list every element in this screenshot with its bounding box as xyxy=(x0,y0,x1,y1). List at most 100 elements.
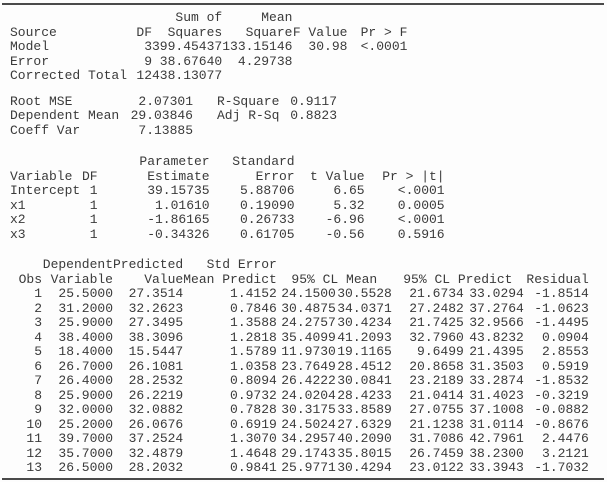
obs-cl-mean-low-cell: 30.3175 xyxy=(281,402,336,417)
anova-f-value-cell: 30.98 xyxy=(308,39,348,54)
anova-df-cell: 12 xyxy=(136,68,152,83)
obs-std-error-cell: 0.6919 xyxy=(230,416,277,432)
parameter-row: x2 1 -1.86165 0.26733 -6.96 <.0001 xyxy=(10,212,445,228)
obs-cl-predict-high-cell: 37.1008 xyxy=(469,402,524,417)
anova-mean-square-cell xyxy=(222,69,292,84)
obs-cl-predict-high-cell: 42.7961 xyxy=(469,431,524,446)
obs-cl-predict-high-cell: 31.0114 xyxy=(469,416,524,432)
fit-stat-value-2: 0.8823 xyxy=(290,108,337,123)
obs-predicted-cell: 26.2219 xyxy=(128,387,184,403)
obs-header-dependent: Dependent xyxy=(42,257,113,272)
observation-row: 4 38.4000 38.3096 1.2818 35.4099 41.2093… xyxy=(10,329,589,346)
obs-header-row-1: Dependent Predicted Std Error xyxy=(10,257,589,273)
obs-cl-predict-low-cell: 21.1238 xyxy=(409,416,464,432)
fit-statistics-table: Root MSE 2.07301 R-Square 0.9117 Depende… xyxy=(10,93,337,139)
observation-row: 13 26.5000 28.2032 0.9841 25.9771 30.429… xyxy=(10,460,589,476)
param-variable-cell: x1 xyxy=(10,197,26,213)
observation-row: 3 25.9000 27.3495 1.3588 24.2757 30.4234… xyxy=(10,315,589,331)
obs-header-row-2: Obs Variable Value Mean Predict 95% CL M… xyxy=(10,271,589,288)
obs-dependent-cell: 25.2000 xyxy=(58,416,113,432)
param-variable-cell: x2 xyxy=(10,212,26,227)
obs-cl-predict-low-cell: 20.8658 xyxy=(409,358,464,374)
obs-number-cell: 13 xyxy=(26,460,42,475)
obs-cl-mean-high-cell: 35.8015 xyxy=(337,445,392,461)
obs-predicted-cell: 32.2623 xyxy=(128,300,184,316)
obs-cl-predict-low-cell: 31.7086 xyxy=(409,431,464,446)
param-header-df: DF xyxy=(82,168,98,184)
observation-row: 5 18.4000 15.5447 1.5789 11.9730 19.1165… xyxy=(10,344,589,360)
obs-cl-mean-high-cell: 30.4294 xyxy=(337,460,392,475)
spacer xyxy=(347,11,407,26)
anova-f-value-cell xyxy=(292,69,347,84)
anova-pr-f-cell: <.0001 xyxy=(360,39,408,54)
param-pr-t-cell: 0.0005 xyxy=(397,197,445,213)
anova-header-square: Square xyxy=(245,24,293,40)
obs-cl-predict-high-cell: 32.9566 xyxy=(469,315,524,330)
param-header-pr-t: Pr > |t| xyxy=(382,168,445,184)
anova-header-sum-of: Sum of xyxy=(175,10,223,25)
obs-predicted-cell: 32.0882 xyxy=(128,402,184,417)
obs-header-std-error: Std Error xyxy=(206,257,277,272)
fit-stat-value: 2.07301 xyxy=(138,93,193,109)
obs-std-error-cell: 1.4152 xyxy=(230,286,277,301)
param-std-error-cell: 5.88706 xyxy=(240,183,295,198)
obs-number-cell: 7 xyxy=(34,373,42,388)
anova-header-squares: Squares xyxy=(167,24,223,40)
param-header-variable: Variable xyxy=(10,168,73,184)
fit-stat-row: Coeff Var 7.13885 xyxy=(10,123,337,139)
obs-cl-mean-low-cell: 24.0204 xyxy=(281,387,336,403)
obs-dependent-cell: 35.7000 xyxy=(58,445,113,461)
obs-cl-predict-high-cell: 43.8232 xyxy=(469,329,524,345)
obs-residual-cell: -0.3219 xyxy=(534,387,589,403)
obs-header-predicted: Predicted xyxy=(113,257,184,272)
obs-cl-mean-low-cell: 29.1743 xyxy=(281,445,336,461)
obs-cl-mean-high-cell: 40.2090 xyxy=(337,431,392,446)
fit-stat-row: Root MSE 2.07301 R-Square 0.9117 xyxy=(10,93,337,110)
obs-residual-cell: -1.7032 xyxy=(534,460,589,475)
obs-header-obs: Obs xyxy=(18,271,42,287)
spacer xyxy=(10,155,82,170)
parameter-estimates-table: Parameter Standard Variable DF Estimate … xyxy=(10,154,445,243)
obs-cl-mean-low-cell: 26.4222 xyxy=(281,373,336,388)
anova-df-cell: 9 xyxy=(144,53,152,69)
obs-residual-cell: -1.4495 xyxy=(534,315,589,330)
obs-predicted-cell: 28.2532 xyxy=(128,373,184,388)
anova-header-pr-f: Pr > F xyxy=(360,24,408,40)
anova-sum-squares-cell: 38.67640 xyxy=(159,53,223,69)
obs-cl-mean-low-cell: 25.9771 xyxy=(281,460,336,475)
anova-header-mean: Mean xyxy=(261,10,293,25)
obs-cl-predict-high-cell: 31.4023 xyxy=(469,387,524,403)
obs-residual-cell: 2.4476 xyxy=(542,431,589,446)
spacer xyxy=(132,11,152,26)
obs-number-cell: 9 xyxy=(34,402,42,417)
obs-number-cell: 4 xyxy=(34,329,42,345)
param-header-estimate: Estimate xyxy=(147,168,210,184)
fit-stat-label-2 xyxy=(217,124,283,139)
anova-mean-square-cell: 4.29738 xyxy=(237,53,293,69)
obs-predicted-cell: 27.3514 xyxy=(128,286,184,301)
output-statistics-table: Dependent Predicted Std Error Obs Variab… xyxy=(10,257,589,476)
spacer xyxy=(10,11,132,26)
anova-source-cell: Model xyxy=(10,39,50,54)
observation-row: 1 25.5000 27.3514 1.4152 24.1500 30.5528… xyxy=(10,286,589,302)
top-rule xyxy=(2,3,604,5)
obs-cl-predict-high-cell: 37.2764 xyxy=(469,300,524,316)
obs-dependent-cell: 26.7000 xyxy=(58,358,113,374)
parameter-row: x3 1 -0.34326 0.61705 -0.56 0.5916 xyxy=(10,227,445,243)
param-pr-t-cell: <.0001 xyxy=(397,183,445,198)
param-estimate-cell: 39.15735 xyxy=(147,183,210,198)
obs-cl-predict-low-cell: 21.6734 xyxy=(409,286,464,301)
obs-cl-predict-high-cell: 33.3943 xyxy=(469,460,524,475)
obs-dependent-cell: 38.4000 xyxy=(58,329,113,345)
anova-mean-square-cell: 133.15146 xyxy=(222,39,293,54)
bottom-rule xyxy=(2,477,604,480)
observation-row: 9 32.0000 32.0882 0.7828 30.3175 33.8589… xyxy=(10,402,589,418)
spacer xyxy=(193,109,217,124)
param-header-row-1: Parameter Standard xyxy=(10,154,445,170)
obs-cl-predict-low-cell: 27.0755 xyxy=(409,402,464,417)
obs-cl-mean-low-cell: 35.4099 xyxy=(281,329,336,345)
anova-row: Error 9 38.67640 4.29738 xyxy=(10,53,407,70)
obs-cl-predict-low-cell: 21.0414 xyxy=(409,387,464,403)
obs-predicted-cell: 38.3096 xyxy=(128,329,184,345)
param-df-cell: 1 xyxy=(89,183,98,198)
